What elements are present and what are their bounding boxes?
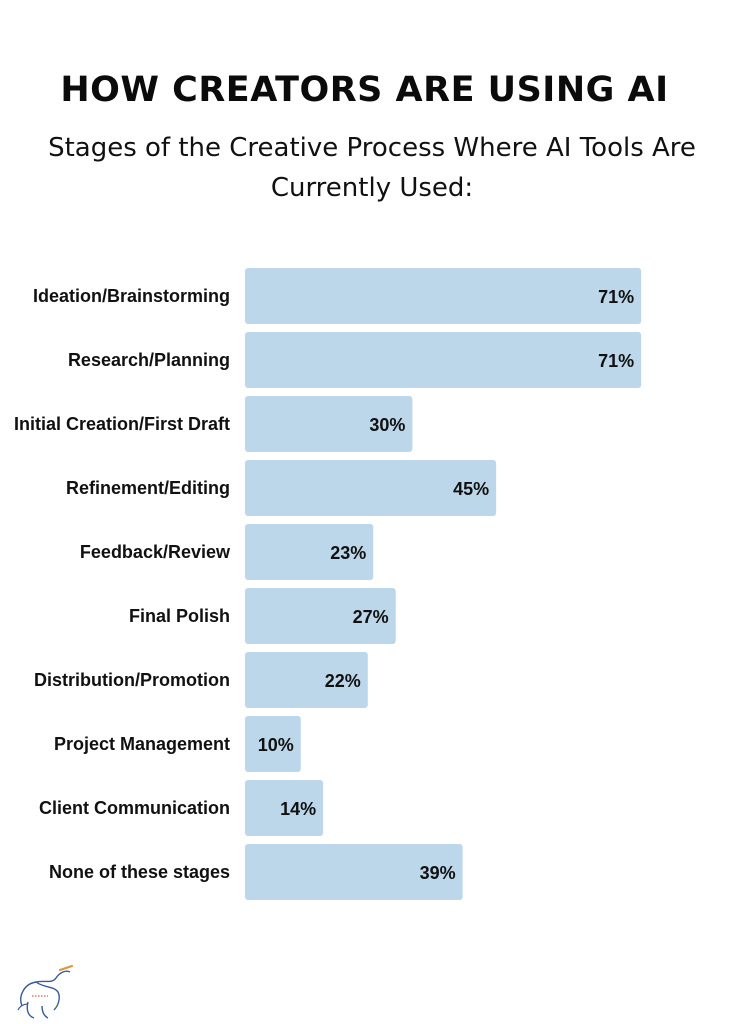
bar [245,588,396,644]
bar [245,780,324,836]
elephant-logo-icon [17,964,74,1019]
category-label: Final Polish [129,606,230,626]
category-label: Project Management [54,734,230,754]
category-label: None of these stages [49,862,230,882]
category-label: Refinement/Editing [66,478,230,498]
category-label: Client Communication [39,798,230,818]
bar [245,844,463,900]
bar [245,460,497,516]
category-label: Initial Creation/First Draft [14,414,230,434]
value-label: 30% [369,415,405,435]
bar [245,268,642,324]
category-label: Research/Planning [68,350,230,370]
bar [245,716,301,772]
category-label: Ideation/Brainstorming [33,286,230,306]
value-label: 23% [330,543,366,563]
value-label: 71% [598,351,634,371]
value-label: 39% [420,863,456,883]
chart-title: HOW CREATORS ARE USING AI [60,70,669,110]
bar [245,396,413,452]
category-label: Feedback/Review [80,542,231,562]
value-label: 27% [353,607,389,627]
bar [245,524,374,580]
bar [245,652,368,708]
value-label: 22% [325,671,361,691]
value-label: 14% [280,799,316,819]
value-label: 45% [453,479,489,499]
bar [245,332,642,388]
value-label: 71% [598,287,634,307]
category-label: Distribution/Promotion [34,670,230,690]
value-label: 10% [258,735,294,755]
chart-subtitle: Stages of the Creative Process Where AI … [48,133,696,203]
